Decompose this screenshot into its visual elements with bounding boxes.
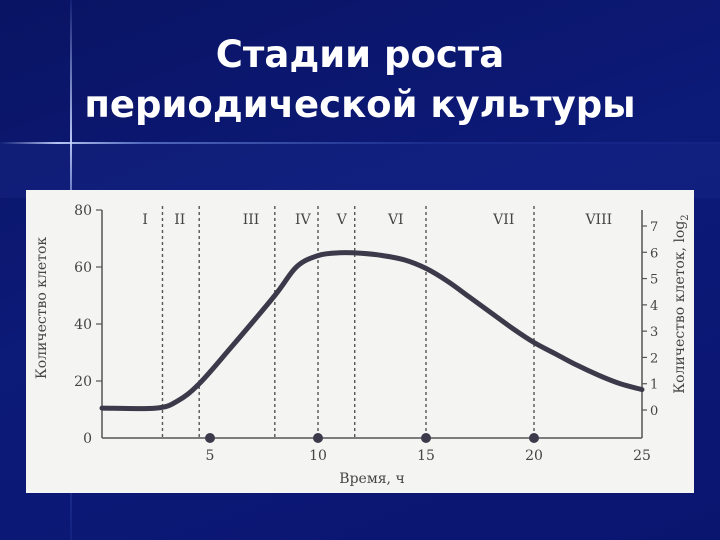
x-tick-label: 15 — [417, 448, 435, 464]
y-tick-label: 20 — [74, 374, 92, 390]
time-marker-dot — [421, 433, 431, 443]
title-band — [0, 142, 720, 198]
y-right-tick-label: 2 — [650, 351, 658, 366]
x-tick-label: 5 — [206, 448, 215, 464]
stage-label: V — [336, 212, 348, 228]
x-tick-label: 20 — [525, 448, 543, 464]
x-axis-label: Время, ч — [339, 471, 404, 487]
y-tick-label: 60 — [74, 260, 92, 276]
stage-label: VIII — [584, 212, 612, 228]
y-right-tick-label: 5 — [650, 273, 658, 288]
y-right-tick-label: 3 — [650, 325, 658, 340]
y-tick-label: 0 — [83, 431, 92, 447]
decorative-horizontal-line — [0, 142, 720, 144]
y-tick-label: 80 — [74, 203, 92, 219]
y-axis-right-label-sub: 2 — [680, 214, 691, 220]
y-axis-right-label-main: Количество клеток, log — [672, 221, 688, 394]
time-marker-dot — [529, 433, 539, 443]
y-right-tick-label: 1 — [650, 378, 658, 393]
slide-title: Стадии роста периодической культуры — [0, 30, 720, 130]
stage-label: I — [142, 212, 148, 228]
x-tick-label: 25 — [633, 448, 651, 464]
slide-title-line-1: Стадии роста — [215, 33, 505, 76]
stage-label: II — [174, 212, 185, 228]
growth-curve — [99, 250, 645, 412]
growth-chart: 0 20 40 60 80 0 1 2 3 4 5 6 7 5 10 15 20 25 I II III IV V VI VI… — [26, 190, 694, 493]
slide-title-line-2: периодической культуры — [84, 83, 636, 126]
time-marker-dot — [313, 433, 323, 443]
y-axis-right-label: Количество клеток, log2 — [672, 214, 691, 393]
stage-label: III — [243, 212, 260, 228]
y-right-tick-label: 0 — [650, 404, 658, 419]
y-right-tick-label: 6 — [650, 246, 658, 261]
stage-label: IV — [295, 212, 312, 228]
y-right-tick-label: 7 — [650, 220, 658, 235]
y-tick-label: 40 — [74, 317, 92, 333]
x-tick-label: 10 — [309, 448, 327, 464]
y-right-tick-label: 4 — [650, 299, 658, 314]
stage-label: VII — [492, 212, 514, 228]
y-axis-label: Количество клеток — [34, 237, 50, 379]
stage-label: VI — [387, 212, 404, 228]
time-marker-dot — [205, 433, 215, 443]
